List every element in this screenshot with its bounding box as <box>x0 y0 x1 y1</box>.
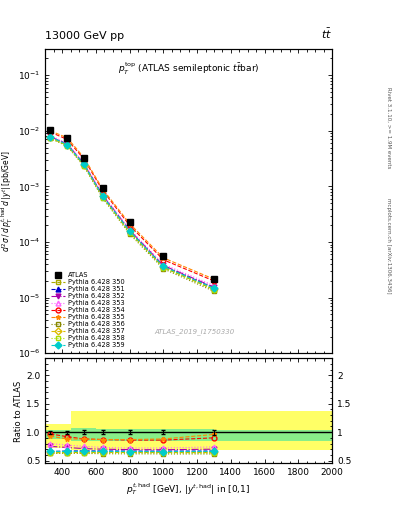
Pythia 6.428 359 <box>65 141 70 147</box>
Pythia 6.428 353 <box>211 283 216 289</box>
Pythia 6.428 350 <box>127 229 132 236</box>
Pythia 6.428 351 <box>48 134 53 140</box>
Pythia 6.428 357 <box>48 134 53 140</box>
Pythia 6.428 359 <box>82 161 86 167</box>
Pythia 6.428 356 <box>127 231 132 237</box>
Line: Pythia 6.428 350: Pythia 6.428 350 <box>48 135 217 292</box>
Pythia 6.428 350 <box>100 194 105 200</box>
Pythia 6.428 354 <box>211 278 216 284</box>
Pythia 6.428 350 <box>211 286 216 292</box>
Pythia 6.428 359 <box>211 285 216 291</box>
Pythia 6.428 358 <box>65 143 70 149</box>
Text: mcplots.cern.ch [arXiv:1306.3436]: mcplots.cern.ch [arXiv:1306.3436] <box>386 198 391 293</box>
Pythia 6.428 352 <box>100 192 105 198</box>
Pythia 6.428 359 <box>48 134 53 140</box>
Pythia 6.428 357 <box>100 194 105 200</box>
Pythia 6.428 354 <box>65 136 70 142</box>
Pythia 6.428 350 <box>82 162 86 168</box>
Pythia 6.428 352 <box>82 161 86 167</box>
Pythia 6.428 356 <box>65 143 70 149</box>
Text: $t\bar{t}$: $t\bar{t}$ <box>321 27 332 41</box>
Pythia 6.428 352 <box>161 262 166 268</box>
Pythia 6.428 355 <box>127 221 132 227</box>
Text: 13000 GeV pp: 13000 GeV pp <box>45 31 124 41</box>
Pythia 6.428 356 <box>211 288 216 294</box>
Pythia 6.428 358 <box>100 195 105 201</box>
Line: Pythia 6.428 358: Pythia 6.428 358 <box>48 136 217 292</box>
Pythia 6.428 351 <box>127 228 132 234</box>
Pythia 6.428 359 <box>127 228 132 234</box>
Pythia 6.428 350 <box>48 135 53 141</box>
Pythia 6.428 357 <box>82 162 86 168</box>
Line: Pythia 6.428 351: Pythia 6.428 351 <box>48 134 217 290</box>
Pythia 6.428 359 <box>100 193 105 199</box>
Pythia 6.428 355 <box>48 127 53 134</box>
Pythia 6.428 354 <box>127 222 132 228</box>
Pythia 6.428 354 <box>161 257 166 263</box>
Line: Pythia 6.428 356: Pythia 6.428 356 <box>48 136 217 294</box>
X-axis label: $p_T^{t,\mathrm{had}}$ [GeV], $|y^{t,\mathrm{had}}|$ in [0,1]: $p_T^{t,\mathrm{had}}$ [GeV], $|y^{t,\ma… <box>127 481 251 497</box>
Pythia 6.428 352 <box>211 284 216 290</box>
Legend: ATLAS, Pythia 6.428 350, Pythia 6.428 351, Pythia 6.428 352, Pythia 6.428 353, P: ATLAS, Pythia 6.428 350, Pythia 6.428 35… <box>48 270 127 350</box>
Pythia 6.428 352 <box>127 227 132 233</box>
Pythia 6.428 352 <box>48 134 53 140</box>
Pythia 6.428 357 <box>127 228 132 234</box>
Text: Rivet 3.1.10, >= 1.9M events: Rivet 3.1.10, >= 1.9M events <box>386 88 391 168</box>
Pythia 6.428 358 <box>82 163 86 169</box>
Pythia 6.428 359 <box>161 263 166 269</box>
Pythia 6.428 353 <box>82 160 86 166</box>
Pythia 6.428 353 <box>65 140 70 146</box>
Text: ATLAS_2019_I1750330: ATLAS_2019_I1750330 <box>154 328 235 335</box>
Pythia 6.428 350 <box>161 264 166 270</box>
Pythia 6.428 355 <box>65 135 70 141</box>
Pythia 6.428 353 <box>48 133 53 139</box>
Pythia 6.428 353 <box>100 191 105 198</box>
Pythia 6.428 357 <box>65 142 70 148</box>
Pythia 6.428 357 <box>161 264 166 270</box>
Pythia 6.428 353 <box>127 226 132 232</box>
Pythia 6.428 355 <box>100 186 105 192</box>
Pythia 6.428 357 <box>211 286 216 292</box>
Y-axis label: $d^{2}\sigma\,/\,d\,p_T^{t,\mathrm{had}}\,d\,|y^{\bar{t}}|\,[\mathrm{pb/GeV}]$: $d^{2}\sigma\,/\,d\,p_T^{t,\mathrm{had}}… <box>0 150 15 252</box>
Pythia 6.428 354 <box>82 156 86 162</box>
Pythia 6.428 353 <box>161 261 166 267</box>
Pythia 6.428 358 <box>161 265 166 271</box>
Pythia 6.428 356 <box>48 135 53 141</box>
Line: Pythia 6.428 357: Pythia 6.428 357 <box>48 135 217 291</box>
Line: Pythia 6.428 352: Pythia 6.428 352 <box>48 134 217 289</box>
Pythia 6.428 355 <box>161 255 166 261</box>
Pythia 6.428 355 <box>82 155 86 161</box>
Pythia 6.428 354 <box>48 129 53 135</box>
Line: Pythia 6.428 359: Pythia 6.428 359 <box>48 134 217 291</box>
Pythia 6.428 356 <box>161 266 166 272</box>
Pythia 6.428 350 <box>65 142 70 148</box>
Pythia 6.428 358 <box>211 287 216 293</box>
Pythia 6.428 351 <box>65 141 70 147</box>
Pythia 6.428 358 <box>48 135 53 141</box>
Y-axis label: Ratio to ATLAS: Ratio to ATLAS <box>14 380 23 441</box>
Pythia 6.428 351 <box>100 193 105 199</box>
Pythia 6.428 358 <box>127 230 132 236</box>
Line: Pythia 6.428 355: Pythia 6.428 355 <box>48 129 217 282</box>
Pythia 6.428 351 <box>211 285 216 291</box>
Pythia 6.428 354 <box>100 187 105 194</box>
Pythia 6.428 356 <box>82 163 86 169</box>
Line: Pythia 6.428 353: Pythia 6.428 353 <box>48 133 217 288</box>
Pythia 6.428 352 <box>65 141 70 147</box>
Pythia 6.428 351 <box>161 263 166 269</box>
Line: Pythia 6.428 354: Pythia 6.428 354 <box>48 130 217 283</box>
Pythia 6.428 356 <box>100 195 105 201</box>
Pythia 6.428 351 <box>82 161 86 167</box>
Pythia 6.428 355 <box>211 276 216 282</box>
Text: $p_T^{\mathrm{top}}$ (ATLAS semileptonic $t\bar{t}$bar): $p_T^{\mathrm{top}}$ (ATLAS semileptonic… <box>118 61 259 77</box>
